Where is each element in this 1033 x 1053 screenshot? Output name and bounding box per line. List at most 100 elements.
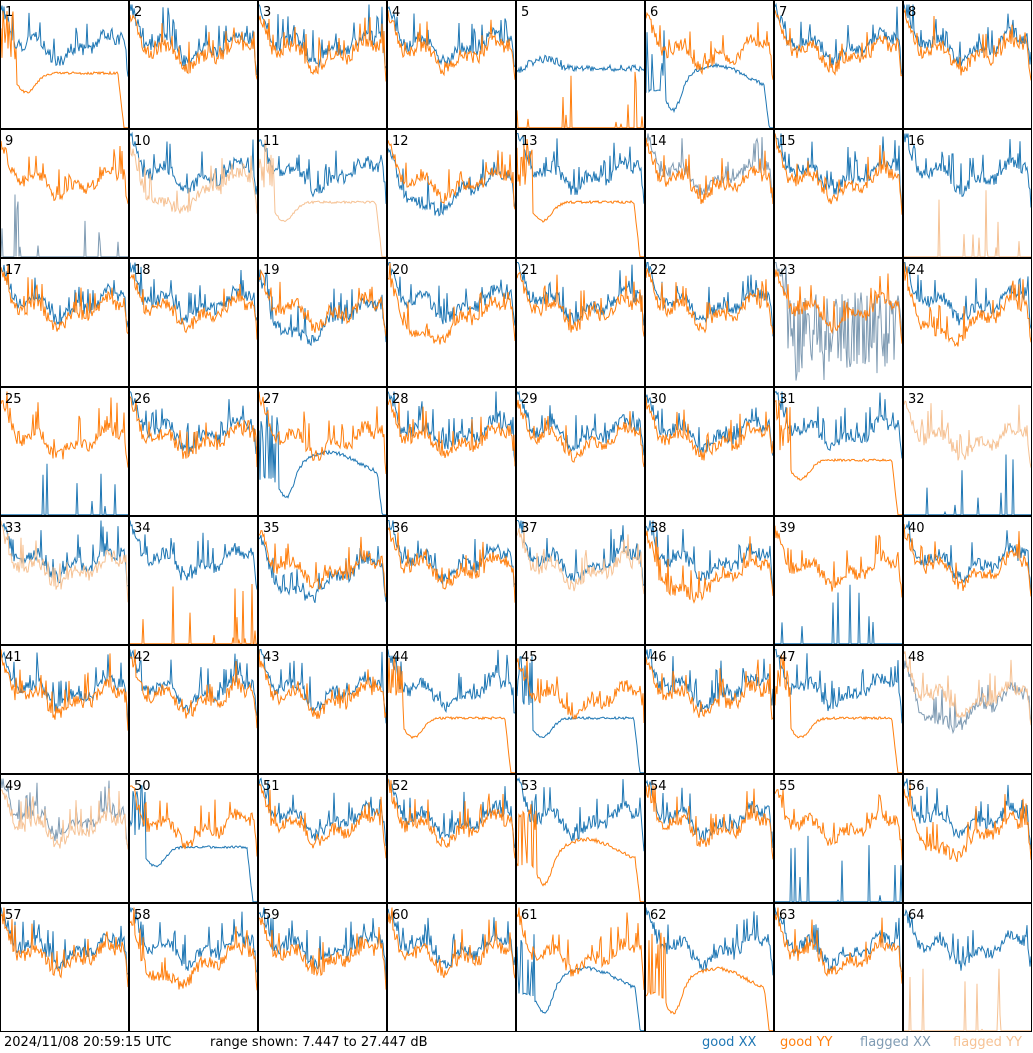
series-yy-panel-10 (129, 141, 258, 214)
panel-frame-9 (0, 129, 129, 258)
panel-label-21: 21 (521, 263, 538, 278)
panel-frame-43 (258, 645, 387, 774)
panel-15: 15 (774, 129, 903, 258)
panel-label-60: 60 (392, 908, 409, 923)
series-yy-panel-18 (129, 273, 258, 340)
series-yy-panel-39 (774, 525, 903, 598)
panel-label-32: 32 (908, 392, 925, 407)
series-xx-panel-2 (129, 4, 258, 76)
panel-label-16: 16 (908, 134, 925, 149)
panel-frame-48 (903, 645, 1032, 774)
panel-22: 22 (645, 258, 774, 387)
panel-8: 8 (903, 0, 1032, 129)
panel-frame-63 (774, 903, 903, 1032)
panel-frame-11 (258, 129, 387, 258)
panel-62: 62 (645, 903, 774, 1032)
panel-label-15: 15 (779, 134, 796, 149)
panel-frame-25 (0, 387, 129, 516)
panel-label-24: 24 (908, 263, 925, 278)
panel-56: 56 (903, 774, 1032, 903)
series-yy-panel-58 (129, 907, 258, 991)
panel-label-38: 38 (650, 521, 667, 536)
legend-flagged-yy: flagged YY (953, 1035, 1022, 1051)
panel-frame-24 (903, 258, 1032, 387)
panel-frame-31 (774, 387, 903, 516)
series-yy-panel-51 (258, 783, 387, 859)
panel-frame-37 (516, 516, 645, 645)
legend-flagged-yy-pol: YY (1006, 1035, 1022, 1050)
series-xx-panel-60 (387, 908, 516, 969)
panel-label-6: 6 (650, 5, 658, 20)
panel-13: 13 (516, 129, 645, 258)
panel-frame-23 (774, 258, 903, 387)
panel-frame-42 (129, 645, 258, 774)
series-yy-panel-28 (387, 398, 516, 467)
panel-label-26: 26 (134, 392, 151, 407)
legend-flagged-xx: flagged XX (860, 1035, 931, 1051)
panel-frame-8 (903, 0, 1032, 129)
series-yy-panel-19 (258, 269, 387, 337)
series-xx-panel-30 (645, 394, 774, 456)
panel-frame-28 (387, 387, 516, 516)
series-yy-panel-37 (516, 525, 645, 595)
series-yy-panel-53 (516, 804, 644, 903)
panel-frame-54 (645, 774, 774, 903)
panel-frame-20 (387, 258, 516, 387)
panel-frame-53 (516, 774, 645, 903)
panel-frame-49 (0, 774, 129, 903)
series-xx-panel-24 (903, 262, 1032, 329)
series-xx-panel-18 (129, 262, 258, 326)
series-xx-panel-6 (645, 30, 773, 129)
series-yy-panel-52 (387, 778, 516, 859)
series-yy-panel-49 (0, 788, 129, 850)
series-yy-panel-21 (516, 271, 645, 337)
panel-3: 3 (258, 0, 387, 129)
panel-5: 5 (516, 0, 645, 129)
series-yy-panel-15 (774, 133, 903, 215)
footer-bar: 2024/11/08 20:59:15 UTC range shown: 7.4… (0, 1034, 1033, 1053)
panel-frame-22 (645, 258, 774, 387)
panel-frame-44 (387, 645, 516, 774)
panel-frame-21 (516, 258, 645, 387)
range-readout: range shown: 7.447 to 27.447 dB (210, 1035, 428, 1050)
panel-frame-38 (645, 516, 774, 645)
panel-frame-45 (516, 645, 645, 774)
panel-label-1: 1 (5, 5, 13, 20)
panel-28: 28 (387, 387, 516, 516)
series-xx-panel-40 (903, 520, 1032, 595)
series-xx-panel-12 (387, 148, 516, 217)
panel-frame-4 (387, 0, 516, 129)
panel-label-25: 25 (5, 392, 22, 407)
panel-frame-10 (129, 129, 258, 258)
legend-flagged-xx-word: flagged (860, 1035, 909, 1050)
series-yy-panel-46 (645, 657, 774, 721)
legend-flagged-xx-pol: XX (913, 1035, 931, 1050)
series-yy-panel-13 (516, 139, 644, 258)
panel-frame-16 (903, 129, 1032, 258)
series-yy-panel-45 (516, 658, 645, 724)
panel-frame-6 (645, 0, 774, 129)
panel-61: 61 (516, 903, 645, 1032)
panel-label-17: 17 (5, 263, 22, 278)
series-yy-panel-35 (258, 530, 387, 598)
panel-frame-61 (516, 903, 645, 1032)
panel-label-49: 49 (5, 779, 22, 794)
panel-label-2: 2 (134, 5, 142, 20)
panel-frame-12 (387, 129, 516, 258)
series-xx-panel-46 (645, 649, 774, 712)
series-xx-panel-61 (516, 934, 644, 1032)
legend-flagged-yy-word: flagged (953, 1035, 1002, 1050)
panel-label-20: 20 (392, 263, 409, 278)
series-yy-panel-38 (645, 530, 774, 604)
panel-label-43: 43 (263, 650, 280, 665)
legend-good-yy: good YY (780, 1035, 832, 1051)
panel-frame-27 (258, 387, 387, 516)
panel-31: 31 (774, 387, 903, 516)
panel-52: 52 (387, 774, 516, 903)
series-xx-panel-47 (774, 648, 903, 724)
panel-44: 44 (387, 645, 516, 774)
series-xx-panel-20 (387, 262, 516, 326)
panel-frame-64 (903, 903, 1032, 1032)
legend-good-yy-pol: YY (816, 1035, 833, 1050)
legend-good-xx: good XX (702, 1035, 756, 1051)
